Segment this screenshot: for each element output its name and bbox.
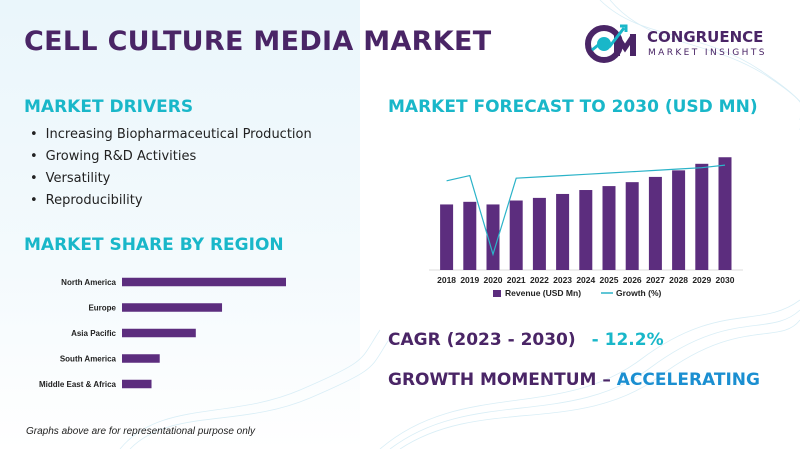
market-drivers-list: Increasing Biopharmaceutical Production … bbox=[30, 124, 312, 212]
growth-line bbox=[446, 164, 726, 257]
revenue-bar bbox=[440, 204, 454, 270]
region-label: Middle East & Africa bbox=[39, 380, 117, 389]
region-label: North America bbox=[61, 278, 116, 287]
year-tick-label: 2018 bbox=[437, 275, 456, 285]
market-drivers-heading: MARKET DRIVERS bbox=[24, 97, 194, 117]
year-tick-label: 2028 bbox=[669, 275, 688, 285]
year-tick-label: 2024 bbox=[576, 275, 595, 285]
region-bar bbox=[122, 303, 223, 312]
cagr-value: - 12.2% bbox=[591, 330, 664, 350]
left-panel-background bbox=[0, 0, 360, 449]
revenue-bar bbox=[672, 170, 686, 270]
year-tick-label: 2026 bbox=[623, 275, 642, 285]
year-tick-label: 2027 bbox=[646, 275, 665, 285]
revenue-bar bbox=[556, 193, 570, 270]
driver-item: Growing R&D Activities bbox=[30, 146, 312, 168]
year-tick-label: 2019 bbox=[460, 275, 479, 285]
driver-item: Versatility bbox=[30, 168, 312, 190]
forecast-chart: 2018 2019 2020 2021 2022 2023 2024 2025 2026 2027… bbox=[429, 157, 743, 298]
legend-revenue-swatch bbox=[493, 290, 501, 297]
forecast-heading: MARKET FORECAST TO 2030 (USD MN) bbox=[388, 97, 758, 117]
page-title: CELL CULTURE MEDIA MARKET bbox=[24, 26, 492, 57]
year-tick-label: 2029 bbox=[692, 275, 711, 285]
region-bar bbox=[122, 379, 152, 389]
revenue-bar bbox=[695, 163, 709, 270]
region-label: South America bbox=[60, 355, 117, 364]
revenue-bar bbox=[625, 182, 639, 270]
footnote: Graphs above are for representational pu… bbox=[26, 426, 256, 437]
region-label: Europe bbox=[88, 304, 116, 313]
cm-logo-icon bbox=[585, 24, 636, 63]
region-bar bbox=[122, 328, 196, 338]
revenue-bar bbox=[579, 190, 593, 270]
revenue-bar bbox=[602, 186, 616, 270]
year-tick-label: 2030 bbox=[716, 275, 735, 285]
driver-item: Reproducibility bbox=[30, 190, 312, 212]
driver-item: Increasing Biopharmaceutical Production bbox=[30, 124, 312, 146]
region-share-chart: North America Europe Asia Pacific South Ame… bbox=[39, 277, 286, 389]
region-bar bbox=[122, 354, 160, 363]
momentum-value: ACCELERATING bbox=[616, 370, 760, 390]
region-label: Asia Pacific bbox=[71, 329, 116, 338]
revenue-bar bbox=[509, 200, 523, 270]
brand-logo: CONGRUENCE MARKET INSIGHTS bbox=[584, 20, 784, 66]
revenue-bar bbox=[718, 157, 732, 270]
cagr-stat: CAGR (2023 - 2030) - 12.2% bbox=[388, 330, 664, 350]
revenue-bar bbox=[463, 201, 477, 270]
legend-growth-label: Growth (%) bbox=[616, 288, 661, 298]
revenue-bar bbox=[532, 197, 546, 270]
revenue-bar bbox=[486, 204, 500, 270]
momentum-label: GROWTH MOMENTUM – bbox=[388, 370, 617, 390]
market-share-heading: MARKET SHARE BY REGION bbox=[24, 235, 284, 255]
logo-company-name: CONGRUENCE bbox=[647, 28, 764, 46]
logo-tagline: MARKET INSIGHTS bbox=[648, 48, 767, 58]
region-bar bbox=[122, 277, 286, 287]
growth-momentum: GROWTH MOMENTUM – ACCELERATING bbox=[388, 370, 760, 390]
year-tick-label: 2023 bbox=[553, 275, 572, 285]
year-tick-label: 2022 bbox=[530, 275, 549, 285]
year-tick-label: 2025 bbox=[600, 275, 619, 285]
revenue-bar bbox=[648, 176, 662, 270]
year-tick-label: 2021 bbox=[507, 275, 526, 285]
cagr-label: CAGR (2023 - 2030) bbox=[388, 330, 576, 350]
legend-revenue-label: Revenue (USD Mn) bbox=[505, 288, 581, 298]
year-tick-label: 2020 bbox=[484, 275, 503, 285]
